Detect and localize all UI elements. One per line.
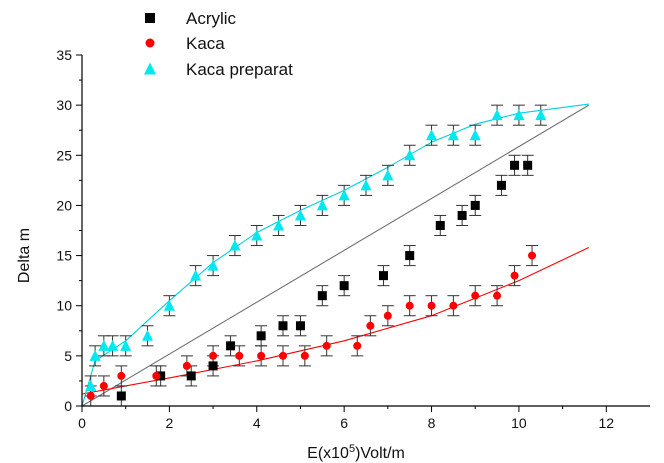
x-tick-label: 6 (340, 415, 348, 431)
data-point-square (458, 211, 467, 220)
axes: 0 2 4 6 8 10 12 0 5 10 15 20 25 30 35 E(x105)Volt/m Delt… (16, 47, 650, 462)
x-tick-label: 2 (165, 415, 173, 431)
data-point-triangle (273, 219, 284, 230)
legend-label: Acrylic (186, 9, 237, 28)
y-tick-label: 5 (64, 348, 72, 364)
data-point-square (257, 331, 266, 340)
legend-label: Kaca preparat (186, 60, 293, 79)
data-point-circle (152, 372, 160, 380)
data-point-circle (323, 342, 331, 350)
data-point-square (226, 341, 235, 350)
data-point-circle (257, 352, 265, 360)
data-point-circle (117, 372, 125, 380)
x-tick-label: 8 (428, 415, 436, 431)
y-axis-title: Delta m (16, 228, 33, 283)
data-point-circle (353, 342, 361, 350)
data-point-circle (301, 352, 309, 360)
legend-entry: Kaca (146, 34, 226, 53)
data-point-circle (366, 322, 374, 330)
fit-lines (82, 104, 589, 406)
data-point-circle (100, 382, 108, 390)
data-point-square (379, 271, 388, 280)
x-tick-label: 4 (253, 415, 261, 431)
data-point-square (117, 391, 126, 400)
data-point-triangle (208, 260, 219, 271)
data-point-triangle (339, 189, 350, 200)
data-point-triangle (142, 330, 153, 341)
data-point-triangle (317, 199, 328, 210)
data-point-circle (511, 272, 519, 280)
y-tick-label: 30 (56, 97, 72, 113)
y-tick-label: 35 (56, 47, 72, 63)
data-point-circle (528, 252, 536, 260)
data-point-square (318, 291, 327, 300)
data-point-triangle (120, 340, 131, 351)
data-point-circle (493, 292, 501, 300)
data-point-square (209, 361, 218, 370)
data-point-circle (235, 352, 243, 360)
x-axis-title-part: )Volt/m (355, 445, 405, 462)
x-tick-label: 10 (511, 415, 527, 431)
data-point-triangle (426, 129, 437, 140)
data-point-square (471, 201, 480, 210)
data-point-square (405, 251, 414, 260)
legend-label: Kaca (186, 34, 225, 53)
data-point-square (523, 161, 532, 170)
data-point-square (510, 161, 519, 170)
fit-line-1 (82, 105, 589, 406)
y-tick-label: 25 (56, 147, 72, 163)
data-point-square (497, 181, 506, 190)
error-bars (85, 105, 547, 406)
data-point-square (340, 281, 349, 290)
legend-marker-triangle (144, 63, 156, 75)
data-point-square (436, 221, 445, 230)
data-point-circle (449, 302, 457, 310)
y-tick-label: 20 (56, 197, 72, 213)
data-points (85, 109, 546, 400)
data-point-triangle (404, 149, 415, 160)
data-point-square (187, 371, 196, 380)
x-axis-title-part: E(x10 (307, 445, 349, 462)
y-tick-label: 10 (56, 298, 72, 314)
data-point-triangle (382, 169, 393, 180)
x-axis-title: E(x105)Volt/m (307, 443, 405, 462)
data-point-circle (183, 362, 191, 370)
legend-entry: Acrylic (145, 9, 237, 28)
data-point-circle (209, 352, 217, 360)
data-point-triangle (164, 300, 175, 311)
data-point-triangle (492, 109, 503, 120)
x-tick-label: 0 (78, 415, 86, 431)
x-tick-label: 12 (599, 415, 615, 431)
y-tick-label: 15 (56, 248, 72, 264)
data-point-square (278, 321, 287, 330)
data-point-circle (428, 302, 436, 310)
data-point-triangle (295, 209, 306, 220)
data-point-circle (87, 392, 95, 400)
data-point-circle (406, 302, 414, 310)
legend-marker-circle (146, 39, 155, 48)
data-point-triangle (107, 340, 118, 351)
data-point-circle (471, 292, 479, 300)
data-point-triangle (470, 129, 481, 140)
data-point-square (296, 321, 305, 330)
y-tick-label: 0 (64, 398, 72, 414)
legend-marker-square (145, 13, 155, 23)
legend: Acrylic Kaca Kaca preparat (144, 9, 293, 79)
legend-entry: Kaca preparat (144, 60, 293, 79)
data-point-circle (384, 312, 392, 320)
data-point-circle (279, 352, 287, 360)
